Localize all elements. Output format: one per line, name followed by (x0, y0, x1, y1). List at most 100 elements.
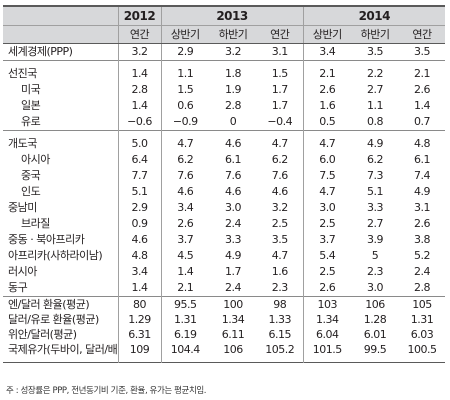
table-cell: 4.6 (271, 185, 289, 198)
table-row: 브라질 0.9 2.6 2.4 2.5 2.5 2.7 2.6 (3, 216, 445, 232)
table-cell: 2.6 (160, 216, 209, 232)
table-cell: 2.9 (160, 43, 209, 61)
row-spacer (3, 60, 446, 66)
table-cell: 2.5 (302, 264, 352, 280)
table-cell: 3.3 (225, 233, 242, 246)
table-row: 선진국 1.4 1.1 1.8 1.5 2.1 2.2 2.1 (3, 66, 445, 82)
table-cell: 6.01 (363, 328, 387, 341)
table-row: 일본 1.4 0.6 2.8 1.7 1.6 1.1 1.4 (3, 98, 445, 114)
table-row: 중국 7.7 7.6 7.6 7.6 7.5 7.3 7.4 (3, 168, 445, 184)
table-cell: 5 (371, 249, 379, 262)
row-label: 브라질 (21, 217, 50, 230)
row-label: 중남미 (8, 201, 37, 214)
table-cell: 5.2 (414, 249, 431, 262)
table-cell: 6.4 (117, 152, 161, 168)
table-cell: 2.4 (225, 217, 242, 230)
table-cell: 1.33 (268, 313, 292, 326)
period-header: 연간 (399, 25, 446, 44)
row-label: 중동 · 북아프리카 (8, 233, 85, 246)
period-header: 연간 (257, 25, 304, 44)
table-cell: −0.9 (160, 114, 209, 131)
year-header-2012: 2012 (117, 6, 161, 26)
table-cell: 6.31 (117, 327, 161, 342)
table-cell: 101.5 (302, 342, 352, 357)
table-cell: 0.8 (367, 115, 384, 128)
table-cell: 7.3 (367, 169, 384, 182)
table-cell: 2.4 (414, 265, 431, 278)
table-cell: 1.28 (363, 313, 387, 326)
table-cell: 6.2 (271, 153, 289, 166)
table-cell: 3.4 (302, 43, 352, 61)
table-cell: 2.6 (414, 217, 431, 230)
table-cell: 2.4 (225, 281, 242, 294)
table-cell: 3.4 (117, 264, 161, 280)
table-cell: 0 (229, 115, 237, 128)
table-cell: 106 (351, 296, 400, 312)
table-cell: 4.9 (367, 137, 384, 150)
table-cell: 1.5 (160, 82, 209, 98)
table-cell: 1.4 (117, 66, 161, 82)
table-cell: 106 (223, 343, 243, 356)
table-cell: 1.34 (221, 313, 245, 326)
table-cell: 2.1 (160, 280, 209, 297)
table-cell: 4.6 (160, 184, 209, 200)
table-cell: 1.8 (225, 67, 242, 80)
table-cell: 100.5 (407, 343, 438, 356)
row-label: 일본 (21, 99, 41, 112)
table-cell: 4.9 (414, 185, 431, 198)
row-label: 세계경제(PPP) (8, 45, 73, 58)
row-label: 미국 (21, 83, 41, 96)
table-cell: 3.4 (160, 200, 209, 216)
economic-forecast-table: 2012 2013 2014 연간 상반기 하반기 연간 상반기 하반기 연간 … (3, 5, 446, 363)
period-header-row: 연간 상반기 하반기 연간 상반기 하반기 연간 (3, 25, 446, 44)
table-cell: 2.2 (367, 67, 384, 80)
table-cell: 7.6 (160, 168, 209, 184)
year-header-2014: 2014 (302, 6, 446, 26)
year-header-row: 2012 2013 2014 (3, 6, 446, 26)
table-cell: 4.9 (225, 249, 242, 262)
table-cell: 2.3 (271, 281, 289, 294)
table-cell: 2.6 (302, 82, 352, 98)
table-cell: 2.6 (302, 280, 352, 297)
table-cell: 4.7 (302, 136, 352, 152)
table-cell: 3.0 (225, 201, 242, 214)
table-cell: 2.1 (302, 66, 352, 82)
table-cell: 1.6 (271, 265, 289, 278)
table-cell: 7.4 (414, 169, 431, 182)
table-cell: 95.5 (160, 296, 209, 312)
table-cell: 1.7 (225, 265, 242, 278)
table-cell: 2.8 (414, 281, 431, 294)
table-cell: 1.7 (271, 83, 289, 96)
table-row: 세계경제(PPP) 3.2 2.9 3.2 3.1 3.4 3.5 3.5 (3, 43, 445, 61)
table-cell: 1.34 (302, 312, 352, 327)
row-label: 달러/유로 환율(평균) (8, 313, 99, 326)
table-cell: 5.4 (302, 248, 352, 264)
row-spacer (3, 130, 446, 136)
table-cell: 1.31 (410, 313, 434, 326)
table-cell: 104.4 (160, 342, 209, 357)
table-cell: −0.4 (267, 115, 293, 128)
table-cell: 6.0 (302, 152, 352, 168)
row-label: 유로 (21, 115, 41, 128)
row-spacer (3, 357, 445, 363)
table-cell: 3.1 (414, 201, 431, 214)
table-row: 중남미 2.9 3.4 3.0 3.2 3.0 3.3 3.1 (3, 200, 445, 216)
table-cell: 6.2 (160, 152, 209, 168)
table-cell: 1.4 (117, 280, 161, 297)
table-cell: 2.8 (117, 82, 161, 98)
table-cell: 4.7 (271, 249, 289, 262)
table-row: 유로 −0.6 −0.9 0 −0.4 0.5 0.8 0.7 (3, 114, 445, 131)
table-cell: 105 (399, 296, 446, 312)
row-label: 선진국 (8, 67, 37, 80)
table-row: 동구 1.4 2.1 2.4 2.3 2.6 3.0 2.8 (3, 280, 445, 297)
table-cell: 0.7 (414, 115, 431, 128)
table-cell: −0.6 (117, 114, 161, 131)
table-cell: 3.2 (271, 201, 289, 214)
table-row: 아시아 6.4 6.2 6.1 6.2 6.0 6.2 6.1 (3, 152, 445, 168)
table-cell: 6.2 (367, 153, 384, 166)
table-cell: 3.7 (302, 232, 352, 248)
row-label: 러시아 (8, 265, 37, 278)
table-cell: 0.9 (117, 216, 161, 232)
table-row: 달러/유로 환율(평균) 1.29 1.31 1.34 1.33 1.34 1.28 1.31 (3, 312, 445, 327)
